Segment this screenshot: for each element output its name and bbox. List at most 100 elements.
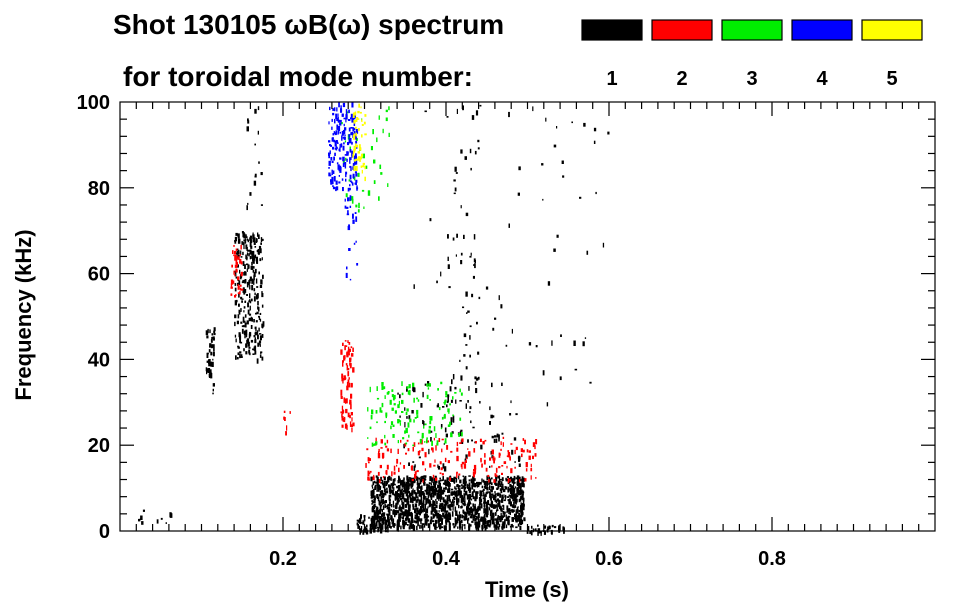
data-point <box>559 376 562 381</box>
data-point <box>584 337 587 339</box>
data-point <box>333 139 336 143</box>
data-point <box>556 234 559 238</box>
data-point <box>379 487 381 491</box>
data-point <box>496 506 498 511</box>
data-point <box>573 340 576 346</box>
data-point <box>370 519 373 525</box>
data-point <box>371 507 374 512</box>
data-point <box>511 479 514 484</box>
data-point <box>522 438 525 441</box>
data-point <box>497 515 499 521</box>
data-point <box>462 497 465 503</box>
data-point <box>476 524 479 529</box>
data-point <box>342 342 344 346</box>
data-point <box>390 509 393 511</box>
data-point <box>245 236 248 238</box>
data-point <box>373 510 376 516</box>
data-point <box>489 519 492 524</box>
legend-swatch-mode-3 <box>721 19 783 41</box>
data-point <box>443 466 447 472</box>
data-point <box>247 120 250 124</box>
data-point <box>371 502 373 505</box>
series-mode-5 <box>352 103 367 182</box>
data-point <box>418 490 421 494</box>
data-point <box>417 516 420 521</box>
data-point <box>393 525 395 528</box>
data-point <box>261 293 264 298</box>
data-point <box>397 480 400 484</box>
data-point <box>519 485 522 491</box>
data-point <box>405 411 408 416</box>
data-point <box>401 411 404 413</box>
data-point <box>391 471 393 477</box>
data-point <box>237 292 240 294</box>
data-point <box>369 386 371 393</box>
data-point <box>375 508 379 513</box>
data-point <box>414 417 417 419</box>
data-point <box>353 155 357 161</box>
data-point <box>390 525 392 529</box>
data-point <box>501 465 504 467</box>
data-point <box>257 334 259 340</box>
data-point <box>374 486 377 490</box>
data-point <box>390 504 393 508</box>
data-point <box>375 441 378 445</box>
data-point <box>486 500 489 504</box>
data-point <box>361 169 363 174</box>
data-point <box>348 382 350 388</box>
data-point <box>481 516 484 519</box>
data-point <box>435 510 438 514</box>
data-point <box>484 510 487 515</box>
data-point <box>358 144 361 150</box>
data-point <box>371 486 374 489</box>
data-point <box>479 499 481 502</box>
data-point <box>256 260 258 264</box>
data-point <box>451 478 454 480</box>
data-point <box>353 122 356 126</box>
data-point <box>462 485 465 488</box>
data-point <box>415 508 417 514</box>
legend-label-mode-4: 4 <box>816 68 828 90</box>
data-point <box>522 490 524 496</box>
data-point <box>386 504 389 510</box>
data-point <box>468 499 470 504</box>
data-point <box>490 501 494 507</box>
data-point <box>447 460 450 464</box>
data-point <box>507 488 510 491</box>
data-point <box>462 509 465 514</box>
data-point <box>404 407 406 411</box>
data-point <box>522 500 525 505</box>
data-point <box>254 108 257 114</box>
data-point <box>403 477 405 481</box>
data-point <box>250 265 253 270</box>
data-point <box>491 382 493 388</box>
data-point <box>384 524 387 529</box>
data-point <box>249 249 252 255</box>
data-point <box>498 466 501 469</box>
data-point <box>375 410 378 414</box>
data-point <box>340 143 343 148</box>
data-point <box>489 457 492 461</box>
data-point <box>505 514 507 518</box>
series-mode-1-region-9 <box>246 106 263 211</box>
data-point <box>345 109 348 115</box>
data-point <box>526 449 529 453</box>
data-point <box>460 487 464 489</box>
data-point <box>345 171 347 178</box>
data-point <box>508 508 511 512</box>
data-point <box>461 461 464 465</box>
data-point <box>351 141 353 145</box>
data-point <box>363 518 366 522</box>
data-point <box>408 434 410 438</box>
data-point <box>140 515 143 520</box>
data-point <box>407 518 411 523</box>
data-point <box>384 395 386 399</box>
data-point <box>238 332 241 337</box>
data-point <box>459 479 462 484</box>
data-point <box>410 482 413 487</box>
data-point <box>484 481 487 486</box>
data-point <box>252 232 254 235</box>
data-point <box>493 459 495 464</box>
data-point <box>416 397 418 400</box>
data-point <box>388 517 390 521</box>
